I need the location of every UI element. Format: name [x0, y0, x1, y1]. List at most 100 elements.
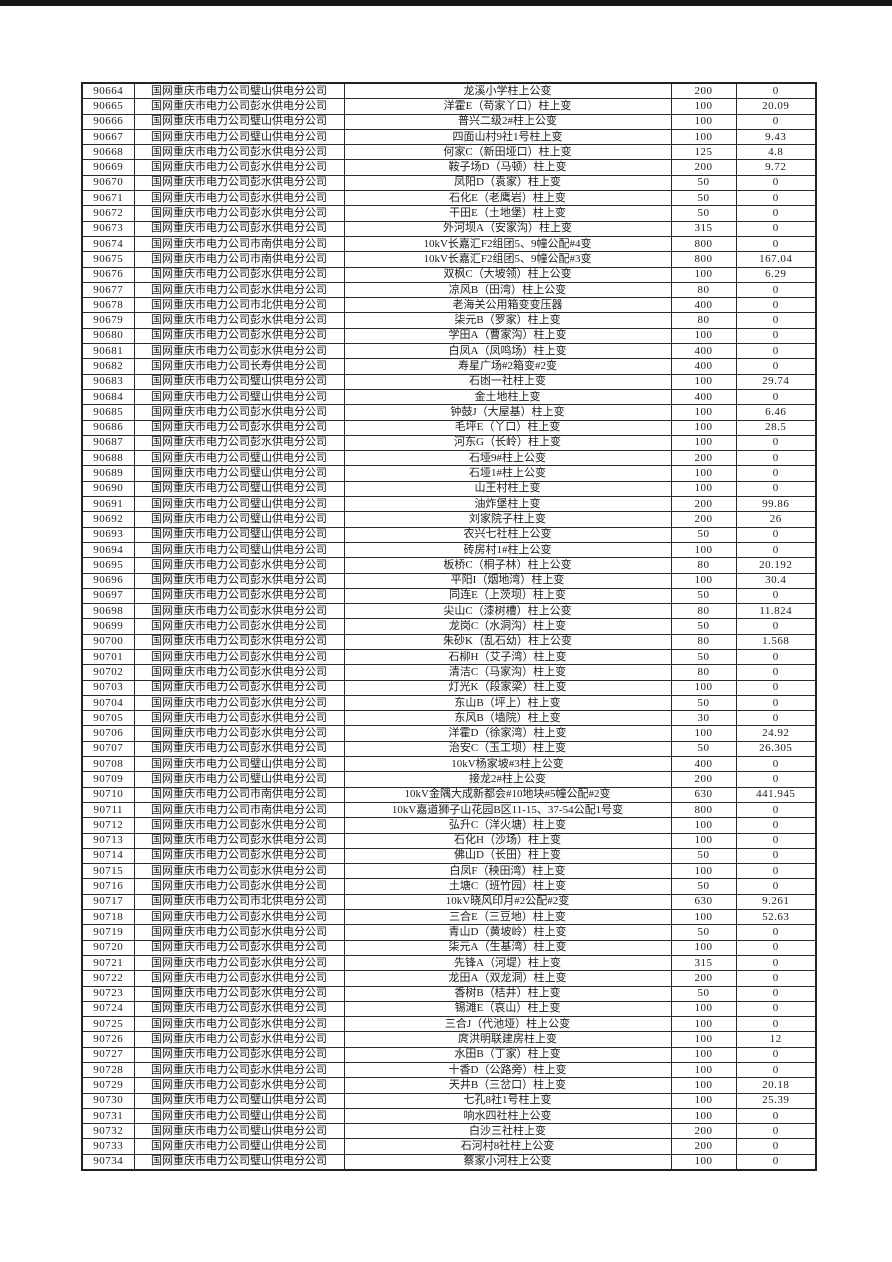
value-cell: 0	[735, 801, 817, 819]
row-id-cell: 90677	[81, 281, 135, 299]
row-id-cell: 90679	[81, 312, 135, 329]
value-cell: 9.261	[735, 893, 817, 911]
company-cell: 国网重庆市电力公司彭水供电分公司	[133, 863, 345, 880]
value-cell: 0	[735, 817, 817, 834]
transformer-name-cell: 钟鼓J（大屋基）柱上变	[343, 404, 672, 421]
company-cell: 国网重庆市电力公司市南供电分公司	[133, 235, 345, 253]
table-row: 90701 国网重庆市电力公司彭水供电分公司 石柳H（艾子湾）柱上变 50 0	[81, 648, 817, 666]
table-row: 90686 国网重庆市电力公司彭水供电分公司 毛坪E（丫口）柱上变 100 28…	[81, 419, 817, 436]
value-cell: 0	[735, 924, 817, 941]
table-row: 90716 国网重庆市电力公司彭水供电分公司 土塘C（班竹园）柱上变 50 0	[81, 878, 817, 895]
row-id-cell: 90681	[81, 343, 135, 360]
table-row: 90683 国网重庆市电力公司璧山供电分公司 石凼一社柱上变 100 29.74	[81, 373, 817, 390]
value-cell: 0	[735, 1000, 817, 1018]
table-row: 90677 国网重庆市电力公司彭水供电分公司 凉风B（田湾）柱上公变 80 0	[81, 281, 817, 299]
transformer-name-cell: 天井B（三岔口）柱上变	[343, 1077, 672, 1094]
row-id-cell: 90693	[81, 526, 135, 543]
row-id-cell: 90692	[81, 511, 135, 528]
table-row: 90720 国网重庆市电力公司彭水供电分公司 柒元A（生基湾）柱上变 100 0	[81, 939, 817, 956]
table-row: 90718 国网重庆市电力公司彭水供电分公司 三合E（三豆地）柱上变 100 5…	[81, 909, 817, 926]
capacity-cell: 800	[670, 251, 737, 268]
capacity-cell: 50	[670, 205, 737, 222]
transformer-name-cell: 10kV嘉道狮子山花园B区11-15、37-54公配1号变	[343, 801, 672, 819]
transformer-data-table: 90664 国网重庆市电力公司璧山供电分公司 龙溪小学柱上公变 200 0 90…	[81, 82, 817, 1172]
table-row: 90704 国网重庆市电力公司彭水供电分公司 东山B（坪上）柱上变 50 0	[81, 694, 817, 712]
capacity-cell: 400	[670, 358, 737, 375]
table-row: 90711 国网重庆市电力公司市南供电分公司 10kV嘉道狮子山花园B区11-1…	[81, 801, 817, 819]
value-cell: 6.29	[735, 266, 817, 283]
transformer-name-cell: 洋霍E（苟家丫口）柱上变	[343, 98, 672, 115]
transformer-name-cell: 锡滩E（哀山）柱上变	[343, 1000, 672, 1018]
transformer-name-cell: 毛坪E（丫口）柱上变	[343, 419, 672, 436]
table-row: 90667 国网重庆市电力公司璧山供电分公司 四面山村9社1号柱上变 100 9…	[81, 128, 817, 146]
company-cell: 国网重庆市电力公司彭水供电分公司	[133, 725, 345, 742]
value-cell: 0	[735, 1153, 817, 1171]
capacity-cell: 100	[670, 128, 737, 146]
transformer-name-cell: 干田E（土地堡）柱上变	[343, 205, 672, 222]
transformer-name-cell: 青山D（黄坡岭）柱上变	[343, 924, 672, 941]
value-cell: 0	[735, 939, 817, 956]
company-cell: 国网重庆市电力公司彭水供电分公司	[133, 1031, 345, 1048]
value-cell: 0	[735, 756, 817, 773]
value-cell: 24.92	[735, 725, 817, 742]
table-row: 90714 国网重庆市电力公司彭水供电分公司 佛山D（长田）柱上变 50 0	[81, 847, 817, 865]
company-cell: 国网重庆市电力公司璧山供电分公司	[133, 82, 345, 100]
capacity-cell: 50	[670, 648, 737, 666]
value-cell: 0	[735, 1123, 817, 1140]
company-cell: 国网重庆市电力公司彭水供电分公司	[133, 327, 345, 345]
transformer-name-cell: 双枫C（大坡领）柱上公变	[343, 266, 672, 283]
row-id-cell: 90699	[81, 618, 135, 635]
transformer-name-cell: 凉风B（田湾）柱上公变	[343, 281, 672, 299]
table-row: 90719 国网重庆市电力公司彭水供电分公司 青山D（黄坡岭）柱上变 50 0	[81, 924, 817, 941]
company-cell: 国网重庆市电力公司彭水供电分公司	[133, 312, 345, 329]
value-cell: 0	[735, 648, 817, 666]
value-cell: 0	[735, 174, 817, 192]
company-cell: 国网重庆市电力公司璧山供电分公司	[133, 1138, 345, 1155]
transformer-name-cell: 佛山D（长田）柱上变	[343, 847, 672, 865]
capacity-cell: 100	[670, 541, 737, 559]
table-row: 90727 国网重庆市电力公司彭水供电分公司 水田B（丁家）柱上变 100 0	[81, 1046, 817, 1064]
transformer-name-cell: 山王村柱上变	[343, 480, 672, 498]
row-id-cell: 90731	[81, 1107, 135, 1125]
company-cell: 国网重庆市电力公司彭水供电分公司	[133, 404, 345, 421]
company-cell: 国网重庆市电力公司璧山供电分公司	[133, 1153, 345, 1171]
transformer-name-cell: 白凤F（秧田湾）柱上变	[343, 863, 672, 880]
row-id-cell: 90687	[81, 434, 135, 452]
value-cell: 0	[735, 1138, 817, 1155]
table-row: 90685 国网重庆市电力公司彭水供电分公司 钟鼓J（大屋基）柱上变 100 6…	[81, 404, 817, 421]
transformer-name-cell: 弘升C（洋火塘）柱上变	[343, 817, 672, 834]
value-cell: 20.18	[735, 1077, 817, 1094]
table-row: 90722 国网重庆市电力公司彭水供电分公司 龙田A（双龙洞）柱上变 200 0	[81, 970, 817, 987]
capacity-cell: 80	[670, 664, 737, 681]
table-row: 90695 国网重庆市电力公司彭水供电分公司 板桥C（桐子林）柱上公变 80 2…	[81, 557, 817, 574]
row-id-cell: 90720	[81, 939, 135, 956]
value-cell: 0	[735, 710, 817, 727]
capacity-cell: 80	[670, 312, 737, 329]
table-row: 90726 国网重庆市电力公司彭水供电分公司 庹洪明联建房柱上变 100 12	[81, 1031, 817, 1048]
transformer-name-cell: 何家C（新田垭口）柱上变	[343, 144, 672, 161]
table-row: 90684 国网重庆市电力公司璧山供电分公司 金土地柱上变 400 0	[81, 388, 817, 406]
company-cell: 国网重庆市电力公司彭水供电分公司	[133, 557, 345, 574]
table-row: 90691 国网重庆市电力公司璧山供电分公司 油炸堡柱上变 200 99.86	[81, 496, 817, 513]
capacity-cell: 50	[670, 618, 737, 635]
value-cell: 0	[735, 434, 817, 452]
transformer-name-cell: 普兴二级2#柱上公变	[343, 113, 672, 130]
table-row: 90732 国网重庆市电力公司璧山供电分公司 白沙三社柱上变 200 0	[81, 1123, 817, 1140]
capacity-cell: 50	[670, 847, 737, 865]
transformer-name-cell: 凤阳D（袁家）柱上变	[343, 174, 672, 192]
value-cell: 0	[735, 205, 817, 222]
table-row: 90697 国网重庆市电力公司彭水供电分公司 同连E（上茨坝）柱上变 50 0	[81, 587, 817, 605]
company-cell: 国网重庆市电力公司彭水供电分公司	[133, 817, 345, 834]
company-cell: 国网重庆市电力公司璧山供电分公司	[133, 496, 345, 513]
capacity-cell: 50	[670, 985, 737, 1002]
transformer-name-cell: 10kV晓风印月#2公配#2变	[343, 893, 672, 911]
company-cell: 国网重庆市电力公司彭水供电分公司	[133, 954, 345, 972]
transformer-name-cell: 10kV金隅大成新都会#10地块#5幢公配#2变	[343, 786, 672, 803]
capacity-cell: 100	[670, 1000, 737, 1018]
transformer-name-cell: 石化H（沙场）柱上变	[343, 832, 672, 849]
table-row: 90702 国网重庆市电力公司彭水供电分公司 清洁C（马家沟）柱上变 80 0	[81, 664, 817, 681]
value-cell: 20.09	[735, 98, 817, 115]
table-row: 90712 国网重庆市电力公司彭水供电分公司 弘升C（洋火塘）柱上变 100 0	[81, 817, 817, 834]
company-cell: 国网重庆市电力公司彭水供电分公司	[133, 847, 345, 865]
transformer-name-cell: 10kV杨家坡#3柱上公变	[343, 756, 672, 773]
